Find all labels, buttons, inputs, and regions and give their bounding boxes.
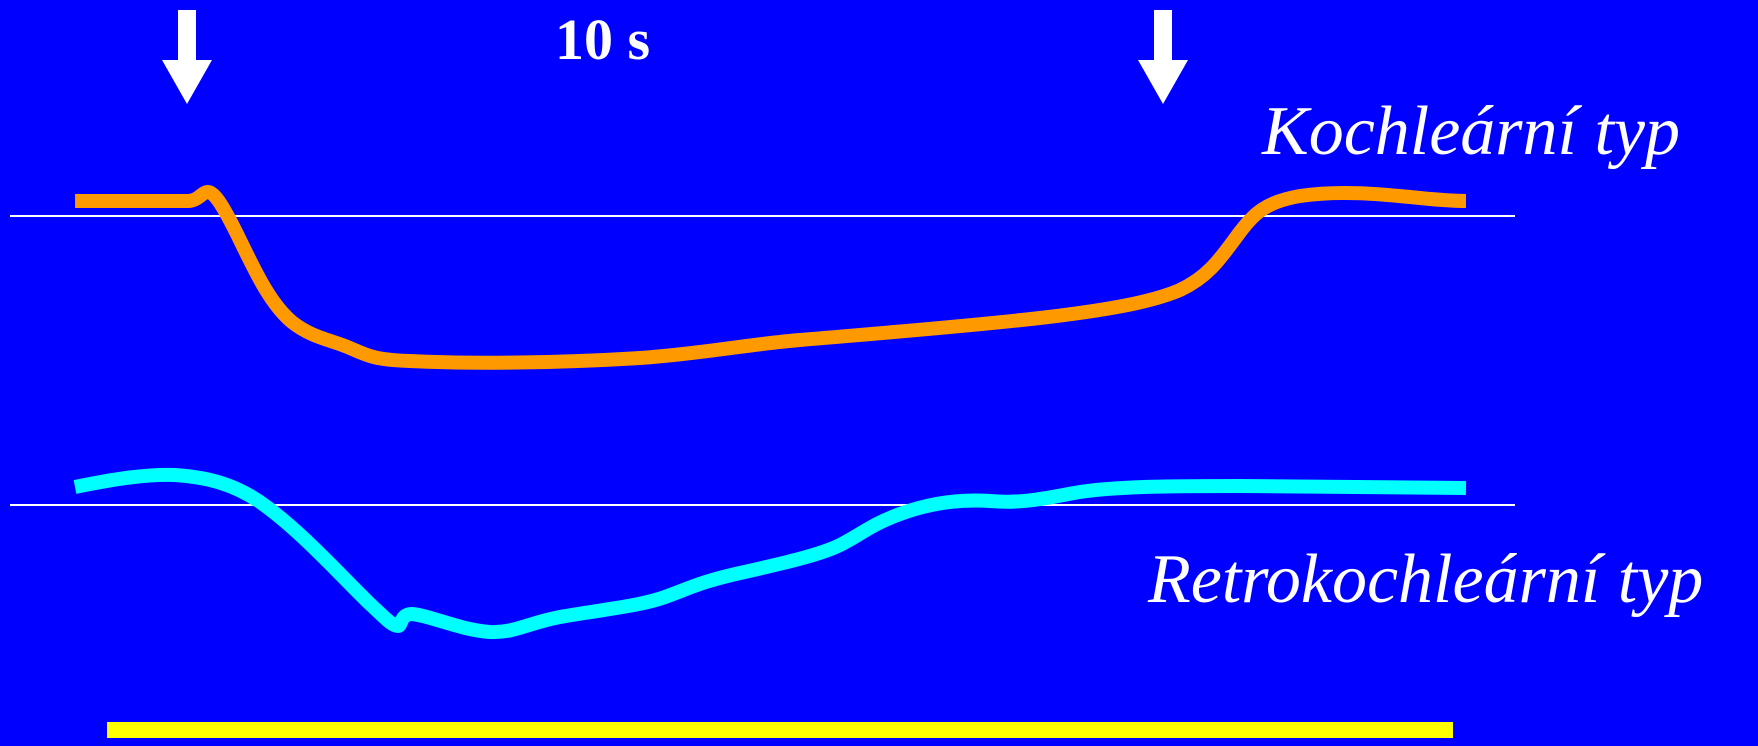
cochlear-curve xyxy=(75,185,1467,370)
stimulus-offset-arrow-icon xyxy=(1138,10,1188,104)
retrocochlear-type-label: Retrokochleární typ xyxy=(1148,541,1704,618)
cochlear-type-label: Kochleární typ xyxy=(1262,93,1680,170)
stimulus-duration-bar xyxy=(107,722,1453,738)
stimulus-onset-arrow-icon xyxy=(162,10,212,104)
retrocochlear-curve xyxy=(73,467,1467,640)
duration-label: 10 s xyxy=(555,7,651,72)
